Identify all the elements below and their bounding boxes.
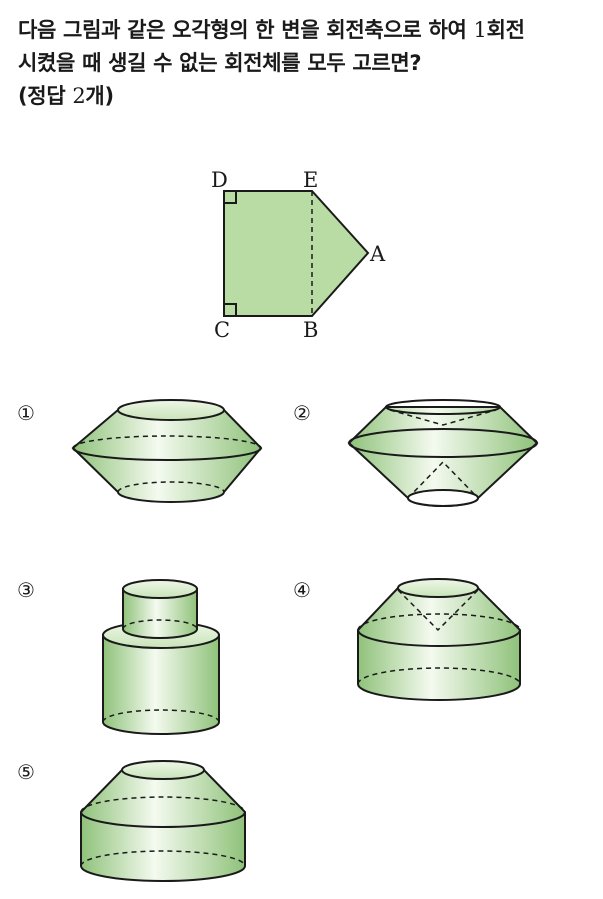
solid-option-5: ⑤ <box>17 760 246 882</box>
solid-2-bottom-face <box>407 489 479 507</box>
solid-5-bottom-back-edge <box>80 850 246 867</box>
vertex-label-e: E <box>303 168 318 192</box>
choice-label-2: ② <box>293 401 311 425</box>
question-line-1: 다음 그림과 같은 오각형의 한 변을 회전축으로 하여 1회전 <box>18 18 525 42</box>
solid-2-top-back-edge <box>385 399 501 408</box>
choice-label-5: ⑤ <box>17 760 35 784</box>
solid-1-bottom-back-edge <box>117 481 225 493</box>
right-angle-mark-c <box>224 303 237 316</box>
question-text: 다음 그림과 같은 오각형의 한 변을 회전축으로 하여 1회전 시켰을 때 생… <box>18 14 593 113</box>
solid-4-bottom-back-edge <box>357 667 521 685</box>
solid-4-top-face <box>397 578 479 598</box>
right-angle-mark-d <box>224 191 237 204</box>
solid-3-lower-cylinder <box>102 634 220 735</box>
solid-4-rim-front-edge <box>357 629 521 647</box>
solid-2-lower-cone <box>407 460 479 499</box>
solid-3-upper-bottom-back-edge <box>122 619 198 630</box>
pentagon-shape <box>223 190 370 317</box>
solid-2-upper-cone <box>389 409 497 426</box>
solid-4-body <box>357 587 521 701</box>
solid-4-rim-back-edge <box>357 613 521 631</box>
solid-1-body <box>71 409 263 503</box>
vertex-label-b: B <box>303 318 318 342</box>
solid-2-middle-front-edge <box>348 442 538 458</box>
solid-3-upper-cylinder <box>122 588 198 639</box>
vertex-label-a: A <box>369 242 386 266</box>
choice-label-3: ③ <box>17 578 35 602</box>
solid-option-4: ④ <box>293 578 521 701</box>
choice-label-1: ① <box>17 401 35 425</box>
question-line-2: 시켰을 때 생길 수 없는 회전체를 모두 고르면? <box>18 51 422 75</box>
solid-4-inner-cone <box>397 589 479 632</box>
solid-2-middle-back-edge <box>348 428 538 444</box>
solid-3-upper-top-face <box>122 579 198 599</box>
solid-5-rim-front-edge <box>80 811 246 828</box>
solid-5-rim-back-edge <box>80 796 246 813</box>
choice-label-4: ④ <box>293 578 311 602</box>
solid-option-2: ② <box>293 399 539 507</box>
solid-1-middle-front-edge <box>72 447 262 461</box>
solid-option-3: ③ <box>17 578 220 735</box>
solid-option-1: ① <box>17 399 263 503</box>
question-line-3: (정답 2개) <box>18 84 114 108</box>
vertex-label-d: D <box>211 168 228 192</box>
solid-1-middle-back-edge <box>72 435 262 449</box>
vertex-label-c: C <box>214 318 230 342</box>
solid-5-body <box>80 769 246 882</box>
solid-1-top-face <box>117 399 225 421</box>
solid-5-top-face <box>121 760 205 780</box>
pentagon-figure: D E A B C <box>211 168 386 342</box>
